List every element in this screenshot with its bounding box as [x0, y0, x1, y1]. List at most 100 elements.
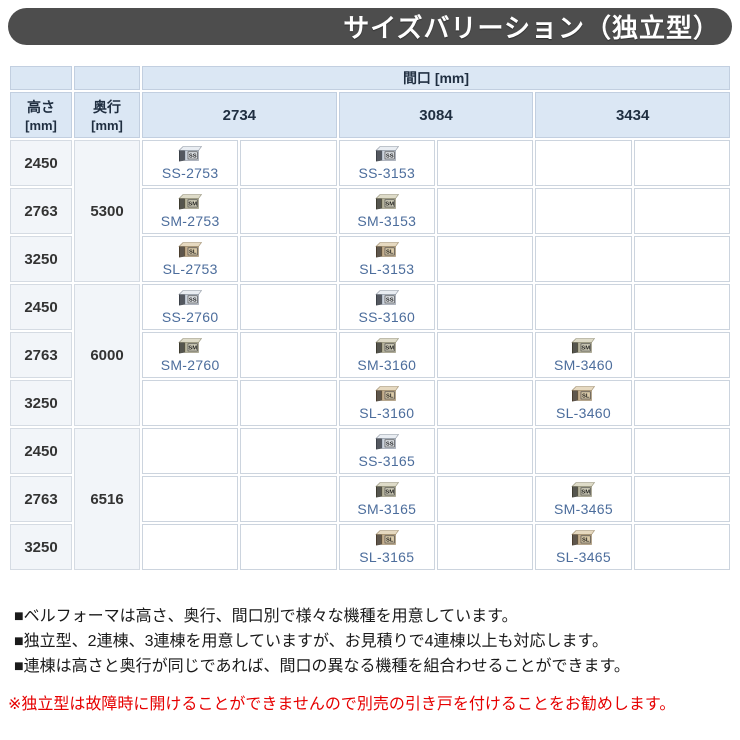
- product-code: SM-2753: [160, 213, 220, 229]
- product-code: SS-2760: [161, 309, 219, 325]
- svg-text:SM: SM: [582, 489, 591, 495]
- height-header: 高さ [mm]: [10, 92, 72, 138]
- product-cell[interactable]: SS SS-3165: [338, 428, 435, 474]
- warning-note: ※独立型は故障時に開けることができませんので別売の引き戸を付けることをお勧めしま…: [8, 696, 676, 713]
- size-table-head: 間口 [mm] 高さ [mm] 奥行 [mm] 2734 3084 3434: [10, 66, 730, 138]
- product-code: SL-3460: [555, 405, 611, 421]
- empty-cell: [633, 428, 730, 474]
- empty-cell: [142, 428, 239, 474]
- empty-cell: [436, 332, 534, 378]
- empty-cell: [240, 476, 337, 522]
- product-cell[interactable]: SM SM-3153: [338, 188, 435, 234]
- svg-text:SM: SM: [189, 345, 198, 351]
- empty-cell: [240, 428, 337, 474]
- shed-icon: SM: [375, 338, 399, 355]
- svg-text:SL: SL: [386, 537, 394, 543]
- shed-icon: SS: [178, 290, 203, 307]
- product-code: SM-3153: [357, 213, 417, 229]
- product-cell[interactable]: SL SL-3165: [338, 524, 435, 570]
- product-cell[interactable]: SS SS-3160: [338, 284, 435, 330]
- shed-icon: SL: [571, 386, 596, 403]
- product-cell[interactable]: SS SS-3153: [338, 140, 435, 186]
- depth-header: 奥行 [mm]: [74, 92, 140, 138]
- empty-cell: [633, 476, 730, 522]
- product-code: SM-3160: [357, 357, 417, 373]
- product-cell[interactable]: SL SL-2753: [142, 236, 239, 282]
- product-cell[interactable]: SM SM-3160: [338, 332, 435, 378]
- svg-text:SS: SS: [189, 297, 197, 303]
- empty-cell: [436, 284, 534, 330]
- empty-cell: [633, 380, 730, 426]
- empty-cell: [633, 332, 730, 378]
- empty-cell: [633, 284, 730, 330]
- shed-icon: SS: [178, 146, 203, 163]
- width-col-header: 3084: [338, 92, 534, 138]
- empty-cell: [240, 188, 337, 234]
- product-cell[interactable]: SM SM-3465: [535, 476, 632, 522]
- product-cell[interactable]: SL SL-3153: [338, 236, 435, 282]
- product-code: SS-3165: [358, 453, 416, 469]
- height-cell: 2450: [10, 428, 72, 474]
- shed-icon: SM: [375, 194, 399, 211]
- empty-cell: [633, 524, 730, 570]
- product-code: SL-2753: [162, 261, 218, 277]
- product-code: SM-3165: [357, 501, 417, 517]
- height-cell: 2450: [10, 140, 72, 186]
- svg-text:SL: SL: [386, 393, 394, 399]
- product-cell[interactable]: SM SM-2753: [142, 188, 239, 234]
- shed-icon: SL: [571, 530, 596, 547]
- shed-icon: SL: [375, 242, 399, 259]
- empty-cell: [240, 524, 337, 570]
- product-cell[interactable]: SM SM-2760: [142, 332, 239, 378]
- empty-cell: [240, 236, 337, 282]
- shed-icon: SM: [571, 482, 596, 499]
- shed-icon: SM: [375, 482, 399, 499]
- shed-icon: SM: [178, 194, 203, 211]
- note-line: ■連棟は高さと奥行が同じであれば、間口の異なる機種を組合わせることができます。: [14, 658, 630, 675]
- product-cell[interactable]: SL SL-3160: [338, 380, 435, 426]
- width-col-header: 3434: [535, 92, 730, 138]
- empty-cell: [142, 524, 239, 570]
- size-table: 間口 [mm] 高さ [mm] 奥行 [mm] 2734 3084 3434 2450 5300…: [8, 64, 732, 572]
- product-code: SM-2760: [160, 357, 220, 373]
- svg-text:SM: SM: [582, 345, 591, 351]
- svg-text:SL: SL: [189, 249, 197, 255]
- product-cell[interactable]: SM SM-3460: [535, 332, 632, 378]
- product-code: SS-3153: [358, 165, 416, 181]
- product-cell[interactable]: SL SL-3460: [535, 380, 632, 426]
- shed-icon: SL: [178, 242, 203, 259]
- height-cell: 3250: [10, 524, 72, 570]
- svg-text:SM: SM: [385, 201, 394, 207]
- shed-icon: SM: [178, 338, 203, 355]
- product-code: SS-3160: [358, 309, 416, 325]
- empty-cell: [535, 188, 632, 234]
- empty-cell: [436, 188, 534, 234]
- product-code: SL-3465: [555, 549, 611, 565]
- empty-cell: [436, 380, 534, 426]
- product-code: SM-3465: [554, 501, 613, 517]
- product-cell[interactable]: SS SS-2760: [142, 284, 239, 330]
- empty-cell: [240, 140, 337, 186]
- product-code: SS-2753: [161, 165, 219, 181]
- empty-cell: [535, 236, 632, 282]
- product-cell[interactable]: SS SS-2753: [142, 140, 239, 186]
- product-cell[interactable]: SL SL-3465: [535, 524, 632, 570]
- svg-text:SM: SM: [189, 201, 198, 207]
- svg-text:SL: SL: [386, 249, 394, 255]
- corner-cell-depth: [74, 66, 140, 90]
- shed-icon: SL: [375, 386, 399, 403]
- empty-cell: [240, 332, 337, 378]
- height-cell: 2763: [10, 476, 72, 522]
- svg-text:SM: SM: [385, 345, 394, 351]
- empty-cell: [633, 188, 730, 234]
- width-col-header: 2734: [142, 92, 337, 138]
- svg-text:SS: SS: [386, 153, 394, 159]
- svg-text:SS: SS: [189, 153, 197, 159]
- height-cell: 2450: [10, 284, 72, 330]
- product-cell[interactable]: SM SM-3165: [338, 476, 435, 522]
- size-table-body: 2450 5300 SS SS-2753 SS SS-3153 2763 SM SM…: [10, 140, 730, 570]
- svg-text:SL: SL: [582, 537, 590, 543]
- depth-cell: 6000: [74, 284, 140, 426]
- empty-cell: [436, 140, 534, 186]
- depth-cell: 5300: [74, 140, 140, 282]
